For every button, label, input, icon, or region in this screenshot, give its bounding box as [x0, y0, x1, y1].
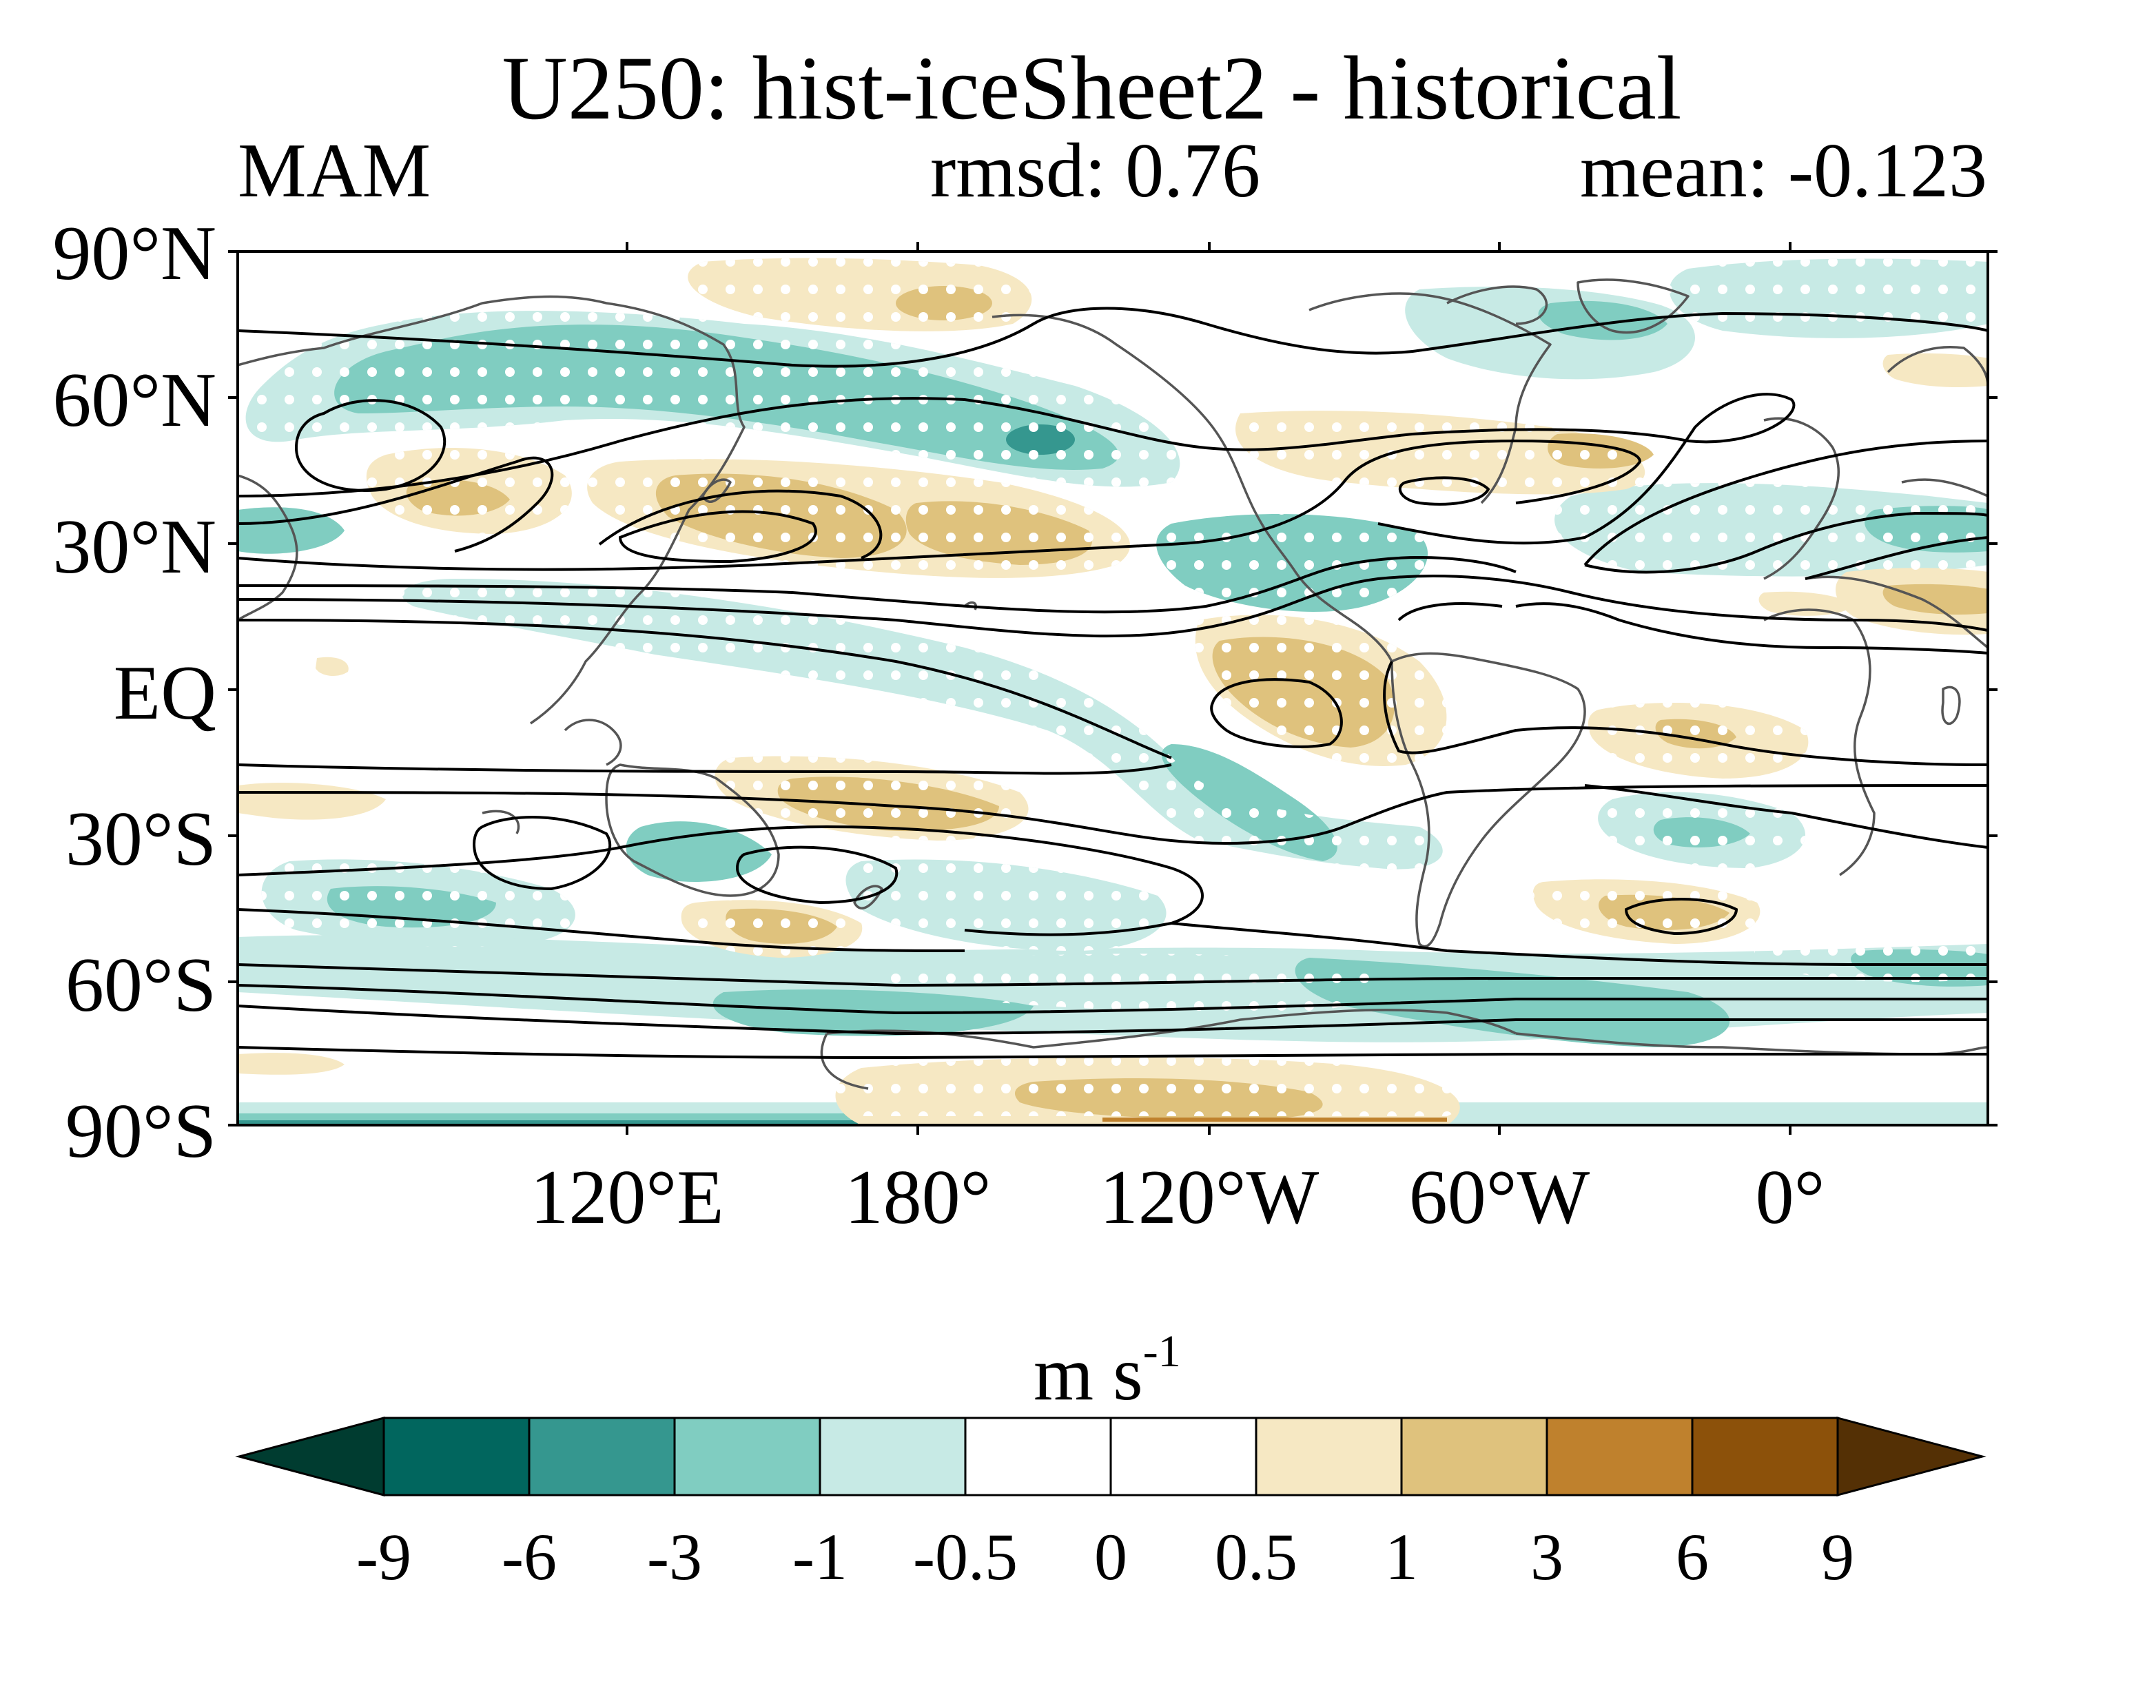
lon-tick-label: 120°W	[1099, 1155, 1320, 1240]
lat-tick-label: EQ	[113, 650, 216, 736]
lon-tick-label: 180°	[844, 1155, 992, 1240]
colorbar-tick-label: -1	[792, 1520, 848, 1594]
lat-tick-label: 60°N	[52, 358, 216, 443]
lat-tick-label: 30°S	[65, 796, 216, 882]
significance-stipple	[245, 258, 1988, 1116]
colorbar-swatch	[1691, 1417, 1839, 1496]
colorbar-swatch	[1546, 1417, 1694, 1496]
map-title: U250: hist-iceSheet2 - historical	[502, 37, 1682, 138]
colorbar-tick-label: 0.5	[1215, 1520, 1297, 1594]
colorbar-swatch	[819, 1417, 967, 1496]
season-label: MAM	[238, 128, 431, 214]
lon-tick-label: 60°W	[1408, 1155, 1590, 1240]
colorbar-tick-label: -3	[647, 1520, 702, 1594]
colorbar	[235, 1417, 1986, 1496]
colorbar-tick-label: -0.5	[913, 1520, 1018, 1594]
colorbar-unit: m s-1	[1034, 1326, 1181, 1419]
colorbar-swatch	[673, 1417, 821, 1496]
colorbar-tick-label: -6	[502, 1520, 557, 1594]
colorbar-tick-label: 9	[1821, 1520, 1854, 1594]
anomaly-field	[238, 251, 1988, 1125]
colorbar-extend-low	[235, 1417, 385, 1496]
lat-tick-label: 60°S	[65, 943, 216, 1028]
colorbar-swatch	[1400, 1417, 1548, 1496]
colorbar-swatch	[382, 1417, 531, 1496]
coastlines	[238, 278, 1988, 1090]
colorbar-tick-label: 1	[1385, 1520, 1418, 1594]
unit-text: m s	[1034, 1331, 1143, 1417]
colorbar-tick-label: 3	[1530, 1520, 1563, 1594]
colorbar-tick-label: 6	[1676, 1520, 1709, 1594]
lat-tick-label: 90°S	[65, 1089, 216, 1174]
colorbar-extend-high	[1836, 1417, 1986, 1496]
lat-tick-label: 90°N	[52, 211, 216, 296]
lon-tick-label: 0°	[1755, 1155, 1825, 1240]
colorbar-swatch	[964, 1417, 1112, 1496]
unit-exponent: -1	[1142, 1326, 1181, 1377]
colorbar-tick-label: -9	[356, 1520, 411, 1594]
colorbar-tick-label: 0	[1094, 1520, 1127, 1594]
map-frame	[228, 242, 1998, 1135]
colorbar-swatch	[1255, 1417, 1403, 1496]
colorbar-swatch	[528, 1417, 676, 1496]
colorbar-swatch	[1109, 1417, 1257, 1496]
climatology-contours	[238, 307, 1988, 1060]
rmsd-label: rmsd: 0.76	[930, 128, 1261, 214]
lat-tick-label: 30°N	[52, 504, 216, 590]
lon-tick-label: 120°E	[530, 1155, 724, 1240]
mean-label: mean: -0.123	[1580, 128, 1987, 214]
